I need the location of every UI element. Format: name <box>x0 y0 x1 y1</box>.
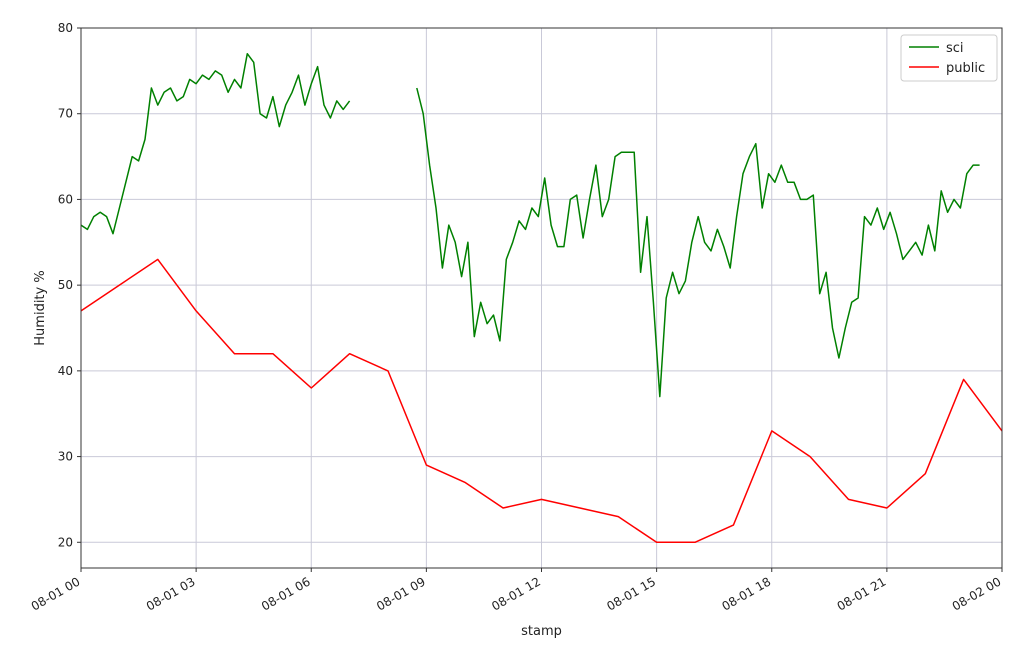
y-axis-title: Humidity % <box>33 270 48 345</box>
x-tick-label: 08-01 15 <box>604 574 658 613</box>
y-tick-label: 50 <box>58 278 73 292</box>
x-tick-label: 08-01 03 <box>144 574 198 613</box>
legend-label-public: public <box>946 61 985 76</box>
grid-layer <box>80 27 1003 568</box>
y-tick-label: 20 <box>58 535 73 549</box>
series-line-sci <box>80 52 351 235</box>
y-tick-label: 60 <box>58 192 73 206</box>
x-tick-label: 08-01 18 <box>720 574 774 613</box>
x-tick-label: 08-01 06 <box>259 574 313 613</box>
series-line-public <box>80 258 1003 544</box>
series-line-sci <box>416 87 980 398</box>
x-axis-title: stamp <box>521 624 562 639</box>
y-tick-label: 30 <box>58 450 73 464</box>
y-tick-label: 80 <box>58 21 73 35</box>
legend-label-sci: sci <box>946 41 964 56</box>
x-tick-label: 08-01 09 <box>374 574 428 613</box>
y-tick-label: 40 <box>58 364 73 378</box>
x-tick-label: 08-01 00 <box>29 574 83 613</box>
x-tick-label: 08-01 12 <box>489 574 543 613</box>
legend: sci public <box>900 34 998 82</box>
series-layer <box>80 52 1003 544</box>
x-tick-label: 08-02 00 <box>950 574 1004 613</box>
x-tick-label: 08-01 21 <box>835 574 889 613</box>
tick-layer: 20 30 40 50 60 70 80 08-01 00 08-01 03 08-01 06 08… <box>29 21 1004 614</box>
y-tick-label: 70 <box>58 107 73 121</box>
